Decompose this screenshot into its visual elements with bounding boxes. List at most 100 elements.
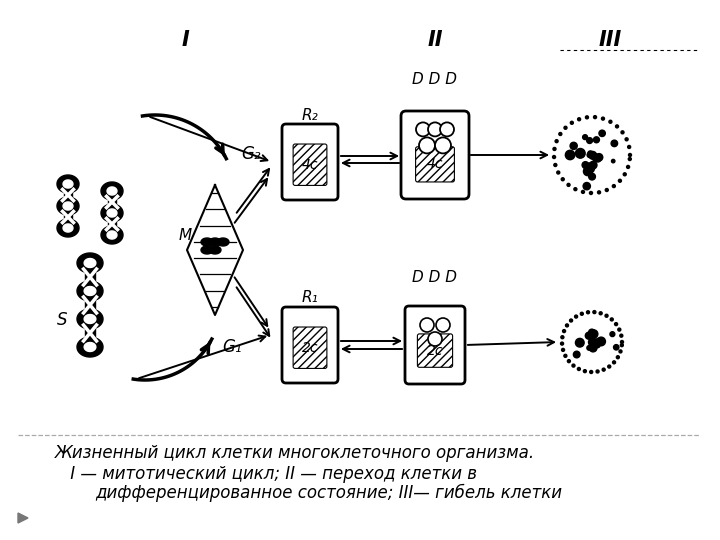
- Circle shape: [590, 339, 597, 345]
- Circle shape: [589, 173, 595, 180]
- Circle shape: [595, 339, 602, 346]
- Polygon shape: [57, 197, 79, 215]
- Circle shape: [587, 138, 593, 144]
- Circle shape: [583, 370, 586, 373]
- Circle shape: [621, 131, 624, 134]
- Circle shape: [577, 118, 580, 121]
- Polygon shape: [209, 238, 221, 246]
- Circle shape: [585, 163, 595, 173]
- Text: II: II: [427, 30, 443, 50]
- Circle shape: [602, 368, 606, 371]
- Text: 4c: 4c: [302, 158, 318, 172]
- Circle shape: [575, 339, 584, 347]
- Circle shape: [590, 370, 593, 374]
- Circle shape: [588, 339, 596, 346]
- Circle shape: [589, 329, 595, 335]
- Polygon shape: [217, 238, 229, 246]
- Circle shape: [428, 123, 442, 137]
- Circle shape: [618, 179, 621, 183]
- Circle shape: [593, 310, 596, 314]
- Circle shape: [629, 153, 631, 157]
- Circle shape: [590, 341, 594, 345]
- Circle shape: [615, 322, 618, 326]
- Text: M: M: [179, 227, 192, 242]
- Circle shape: [605, 314, 608, 318]
- Polygon shape: [85, 268, 95, 286]
- Circle shape: [619, 350, 622, 353]
- Circle shape: [559, 132, 562, 136]
- Circle shape: [599, 312, 602, 315]
- Circle shape: [621, 341, 624, 343]
- Circle shape: [590, 161, 597, 169]
- Circle shape: [621, 343, 624, 347]
- Circle shape: [557, 171, 559, 174]
- Polygon shape: [84, 314, 96, 323]
- Circle shape: [611, 318, 613, 321]
- Polygon shape: [107, 231, 117, 239]
- Polygon shape: [107, 195, 117, 208]
- Circle shape: [583, 167, 592, 176]
- Circle shape: [611, 159, 615, 163]
- Polygon shape: [63, 188, 73, 201]
- Polygon shape: [77, 337, 103, 357]
- Circle shape: [618, 328, 621, 331]
- Circle shape: [616, 356, 619, 359]
- Text: G₁: G₁: [222, 338, 241, 356]
- Circle shape: [585, 332, 593, 339]
- Polygon shape: [57, 175, 79, 193]
- Circle shape: [583, 183, 590, 190]
- Polygon shape: [57, 219, 79, 237]
- Circle shape: [610, 332, 615, 336]
- Polygon shape: [63, 224, 73, 232]
- Circle shape: [582, 134, 588, 140]
- Circle shape: [582, 161, 589, 168]
- Circle shape: [553, 147, 556, 151]
- Circle shape: [590, 340, 596, 347]
- Circle shape: [596, 370, 599, 373]
- Text: 2c: 2c: [302, 341, 318, 355]
- Circle shape: [574, 188, 577, 191]
- Circle shape: [570, 122, 573, 124]
- Text: R₁: R₁: [302, 291, 318, 306]
- Circle shape: [562, 178, 564, 181]
- Circle shape: [420, 318, 434, 332]
- Circle shape: [435, 137, 451, 153]
- Circle shape: [561, 342, 564, 345]
- Polygon shape: [84, 259, 96, 267]
- Text: D D D: D D D: [413, 271, 457, 286]
- Polygon shape: [101, 204, 123, 222]
- Text: III: III: [598, 30, 621, 50]
- Text: 2c: 2c: [427, 343, 444, 357]
- Polygon shape: [201, 238, 213, 246]
- Circle shape: [587, 152, 593, 158]
- Circle shape: [595, 342, 600, 348]
- Circle shape: [608, 365, 611, 368]
- Circle shape: [590, 192, 593, 194]
- Circle shape: [428, 332, 442, 346]
- Circle shape: [567, 360, 570, 363]
- Circle shape: [620, 334, 623, 337]
- Polygon shape: [85, 324, 95, 342]
- Polygon shape: [209, 246, 221, 254]
- Text: D D D: D D D: [413, 72, 457, 87]
- Circle shape: [628, 145, 631, 149]
- Circle shape: [626, 165, 629, 168]
- Polygon shape: [63, 180, 73, 188]
- Circle shape: [565, 150, 575, 160]
- Circle shape: [587, 310, 590, 314]
- Polygon shape: [18, 513, 28, 523]
- Circle shape: [597, 337, 606, 346]
- Circle shape: [575, 315, 577, 318]
- Text: G₂: G₂: [241, 145, 261, 163]
- FancyBboxPatch shape: [405, 306, 465, 384]
- Polygon shape: [101, 182, 123, 200]
- Circle shape: [598, 191, 600, 194]
- Polygon shape: [84, 287, 96, 295]
- Text: дифференцированное состояние; III— гибель клетки: дифференцированное состояние; III— гибел…: [95, 484, 562, 502]
- Circle shape: [564, 354, 567, 357]
- Circle shape: [589, 151, 597, 159]
- Circle shape: [561, 336, 564, 339]
- Circle shape: [595, 153, 603, 161]
- Circle shape: [567, 184, 570, 186]
- Circle shape: [601, 117, 605, 120]
